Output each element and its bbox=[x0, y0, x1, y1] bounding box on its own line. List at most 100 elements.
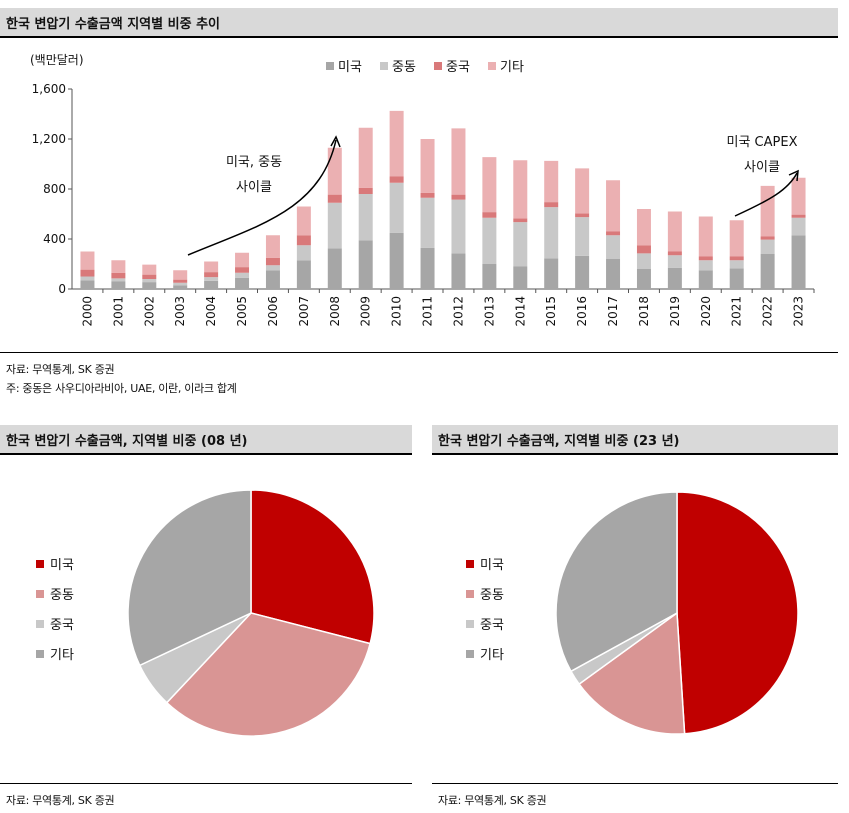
legend-label-1: 중동 bbox=[392, 60, 416, 75]
bar-2008-2 bbox=[327, 194, 342, 203]
bar-2004-1 bbox=[204, 277, 219, 281]
bar-2011-3 bbox=[420, 139, 435, 193]
left-pie-bottom-rule bbox=[0, 783, 412, 784]
bar-2006-2 bbox=[265, 257, 280, 266]
x-tick-label: 2006 bbox=[266, 296, 280, 327]
x-tick-label: 2012 bbox=[451, 296, 465, 327]
bar-2022-3 bbox=[760, 185, 775, 237]
pie-2008-slice-3 bbox=[127, 489, 252, 667]
bar-2013-1 bbox=[482, 217, 497, 264]
bar-2021-1 bbox=[729, 260, 744, 269]
bar-2013-3 bbox=[482, 157, 497, 213]
x-tick-label: 2019 bbox=[668, 296, 682, 327]
pie-2023-legend-swatch-0 bbox=[466, 560, 474, 568]
bar-2001-3 bbox=[111, 260, 126, 273]
pie-2023-slice-1 bbox=[578, 611, 686, 735]
top-chart-note: 주: 중동은 사우디아라비아, UAE, 이란, 이라크 합계 bbox=[6, 382, 237, 395]
right-pie-bottom-rule bbox=[432, 783, 838, 784]
y-tick-label: 1,600 bbox=[32, 82, 66, 96]
bar-2017-2 bbox=[606, 231, 621, 236]
bar-2015-2 bbox=[544, 202, 559, 208]
bar-2001-2 bbox=[111, 272, 126, 279]
left-pie-title: 한국 변압기 수출금액, 지역별 비중 (08 년) bbox=[0, 425, 412, 455]
annotation-arrow-2 bbox=[734, 172, 798, 217]
bar-2021-0 bbox=[729, 268, 744, 289]
bar-2011-1 bbox=[420, 197, 435, 248]
x-tick-label: 2017 bbox=[606, 296, 620, 327]
top-chart-title: 한국 변압기 수출금액 지역별 비중 추이 bbox=[0, 8, 838, 38]
bar-2019-2 bbox=[667, 251, 682, 256]
bar-2009-0 bbox=[358, 240, 373, 289]
bar-2009-3 bbox=[358, 127, 373, 188]
legend-swatch-0 bbox=[326, 62, 334, 70]
annotation-capex-line1: 미국 CAPEX bbox=[727, 135, 798, 150]
pie-2008-legend-label-1: 중동 bbox=[50, 588, 74, 603]
bar-2004-0 bbox=[204, 280, 219, 289]
x-tick-label: 2000 bbox=[80, 296, 94, 327]
legend-label-0: 미국 bbox=[338, 60, 362, 75]
pie-2023-slice-3 bbox=[555, 491, 678, 673]
bar-2023-0 bbox=[791, 235, 806, 289]
bar-2019-3 bbox=[667, 211, 682, 252]
x-tick-label: 2021 bbox=[730, 296, 744, 327]
pie-2023-legend-label-3: 기타 bbox=[480, 648, 504, 663]
bar-2005-1 bbox=[235, 272, 250, 278]
pie-2008-legend-label-2: 중국 bbox=[50, 618, 74, 633]
bar-2003-2 bbox=[173, 279, 188, 283]
bar-2002-0 bbox=[142, 282, 157, 289]
bar-2003-0 bbox=[173, 285, 188, 289]
bar-2019-0 bbox=[667, 267, 682, 289]
bar-2010-1 bbox=[389, 182, 404, 233]
bar-2010-3 bbox=[389, 110, 404, 177]
bar-2004-3 bbox=[204, 261, 219, 273]
annotation-us-me-line1: 미국, 중동 bbox=[226, 155, 282, 170]
legend-swatch-3 bbox=[488, 62, 496, 70]
bar-2004-2 bbox=[204, 272, 219, 278]
bar-2016-3 bbox=[575, 168, 590, 214]
bar-2010-2 bbox=[389, 176, 404, 183]
annotation-us-me-line2: 사이클 bbox=[236, 180, 272, 195]
pie-2008-slice-1 bbox=[165, 612, 372, 737]
bar-2014-1 bbox=[513, 222, 528, 267]
bar-2020-0 bbox=[698, 270, 713, 289]
bar-2001-1 bbox=[111, 278, 126, 282]
bar-2023-3 bbox=[791, 177, 806, 215]
pie-2008-slice-0 bbox=[250, 489, 375, 645]
bar-2002-2 bbox=[142, 274, 157, 279]
bar-2014-0 bbox=[513, 266, 528, 289]
x-tick-label: 2003 bbox=[173, 296, 187, 327]
annotation-arrow-2-head bbox=[788, 169, 799, 182]
bar-2002-1 bbox=[142, 279, 157, 283]
x-tick-label: 2023 bbox=[792, 296, 806, 327]
bar-2018-3 bbox=[636, 209, 651, 246]
pie-2008-legend-swatch-2 bbox=[36, 620, 44, 628]
pie-2008-legend-swatch-0 bbox=[36, 560, 44, 568]
legend-label-3: 기타 bbox=[500, 60, 524, 75]
bar-2007-1 bbox=[296, 245, 311, 261]
annotation-capex-line2: 사이클 bbox=[744, 160, 780, 175]
top-chart-bottom-rule bbox=[0, 352, 838, 353]
bar-2005-2 bbox=[235, 267, 250, 273]
bar-2016-0 bbox=[575, 255, 590, 289]
bar-2013-2 bbox=[482, 212, 497, 218]
legend-swatch-2 bbox=[434, 62, 442, 70]
bar-2015-0 bbox=[544, 258, 559, 289]
y-tick-label: 0 bbox=[58, 282, 66, 296]
bar-2020-1 bbox=[698, 260, 713, 271]
right-pie-source: 자료: 무역통계, SK 증권 bbox=[438, 794, 547, 807]
bar-2007-0 bbox=[296, 260, 311, 289]
bar-2009-2 bbox=[358, 187, 373, 194]
bar-2005-3 bbox=[235, 252, 250, 268]
bar-2010-0 bbox=[389, 232, 404, 289]
bar-2011-2 bbox=[420, 192, 435, 198]
bar-2009-1 bbox=[358, 194, 373, 241]
bar-2008-1 bbox=[327, 202, 342, 249]
x-tick-label: 2001 bbox=[111, 296, 125, 327]
x-tick-label: 2020 bbox=[699, 296, 713, 327]
bar-2017-0 bbox=[606, 259, 621, 289]
y-axis-unit-label: (백만달러) bbox=[30, 53, 84, 67]
x-tick-label: 2011 bbox=[421, 296, 435, 327]
legend-swatch-1 bbox=[380, 62, 388, 70]
bar-2021-2 bbox=[729, 256, 744, 261]
